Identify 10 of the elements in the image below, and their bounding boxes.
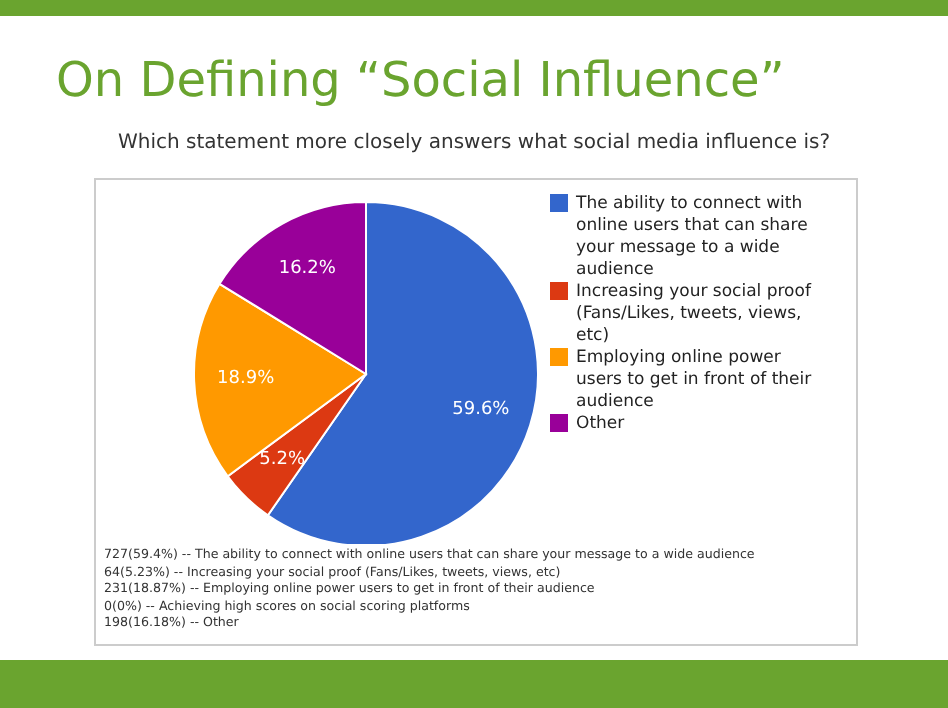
data-label: 59.6%	[452, 399, 511, 420]
chart-subtitle: Which statement more closely answers what social media influence is?	[115, 132, 833, 154]
data-label: 16.2%	[278, 258, 337, 279]
data-label: 5.2%	[259, 450, 306, 471]
legend-label: Employing online power users to get in front of their audience	[576, 348, 814, 414]
legend-label: Increasing your social proof (Fans/Likes, tweets, views, etc)	[576, 282, 814, 348]
legend-label: The ability to connect with online users that can share your message to a wide audience	[576, 194, 810, 282]
chart-title: On Defining “Social Influence”	[56, 52, 785, 108]
data-label: 18.9%	[217, 369, 276, 390]
legend-label: Other	[576, 414, 627, 436]
